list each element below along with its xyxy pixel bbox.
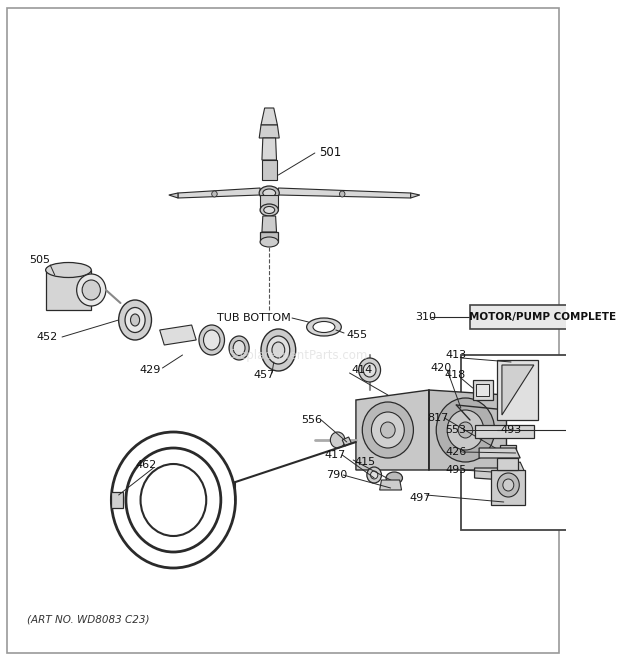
Text: 556: 556 — [301, 415, 322, 425]
Circle shape — [126, 448, 221, 552]
Ellipse shape — [260, 204, 278, 216]
Text: St: St — [228, 348, 241, 362]
Ellipse shape — [130, 314, 140, 326]
Circle shape — [77, 274, 106, 306]
Circle shape — [371, 471, 378, 479]
Circle shape — [363, 363, 376, 377]
Circle shape — [358, 358, 381, 382]
Text: 505: 505 — [29, 255, 50, 265]
Ellipse shape — [125, 307, 145, 332]
Polygon shape — [504, 462, 525, 478]
Polygon shape — [262, 216, 277, 232]
Polygon shape — [160, 325, 196, 345]
Polygon shape — [479, 448, 520, 458]
Polygon shape — [474, 468, 507, 480]
Circle shape — [436, 398, 495, 462]
Polygon shape — [500, 445, 516, 462]
Polygon shape — [474, 425, 534, 438]
Circle shape — [503, 479, 514, 491]
Polygon shape — [379, 480, 402, 490]
Circle shape — [340, 191, 345, 197]
Polygon shape — [502, 365, 534, 415]
Ellipse shape — [118, 300, 151, 340]
Bar — [461, 355, 570, 530]
Bar — [470, 305, 616, 329]
Text: 493: 493 — [500, 425, 521, 435]
Text: 429: 429 — [140, 365, 161, 375]
Circle shape — [497, 473, 520, 497]
Polygon shape — [410, 193, 420, 198]
Ellipse shape — [229, 336, 249, 360]
Text: 495: 495 — [445, 465, 467, 475]
Polygon shape — [178, 188, 260, 198]
Ellipse shape — [386, 472, 402, 484]
Circle shape — [371, 412, 404, 448]
Text: 413: 413 — [445, 350, 466, 360]
Text: 553: 553 — [445, 425, 466, 435]
Polygon shape — [497, 360, 538, 420]
Ellipse shape — [307, 318, 342, 336]
Text: 420: 420 — [431, 363, 452, 373]
Polygon shape — [262, 160, 277, 180]
Text: 497: 497 — [410, 493, 431, 503]
Circle shape — [362, 402, 414, 458]
Circle shape — [367, 467, 381, 483]
Text: 418: 418 — [445, 370, 466, 380]
Text: 415: 415 — [354, 457, 375, 467]
Ellipse shape — [233, 340, 245, 356]
Ellipse shape — [313, 321, 335, 332]
Ellipse shape — [263, 189, 276, 197]
Ellipse shape — [260, 237, 278, 247]
Polygon shape — [169, 193, 178, 198]
Text: 462: 462 — [135, 460, 156, 470]
Text: 310: 310 — [415, 312, 436, 322]
Text: 455: 455 — [347, 330, 368, 340]
Polygon shape — [497, 458, 518, 470]
Circle shape — [458, 422, 472, 438]
Polygon shape — [476, 384, 489, 396]
Circle shape — [141, 464, 206, 536]
Polygon shape — [260, 232, 278, 242]
Text: 417: 417 — [324, 450, 345, 460]
Polygon shape — [261, 108, 277, 125]
Polygon shape — [472, 380, 493, 400]
Text: MOTOR/PUMP COMPLETE: MOTOR/PUMP COMPLETE — [469, 312, 616, 322]
Polygon shape — [112, 492, 123, 508]
Ellipse shape — [46, 262, 91, 278]
Circle shape — [381, 422, 395, 438]
Polygon shape — [491, 470, 525, 505]
Ellipse shape — [203, 330, 220, 350]
Polygon shape — [278, 188, 410, 198]
Ellipse shape — [272, 342, 285, 358]
Ellipse shape — [264, 206, 275, 214]
Circle shape — [82, 280, 100, 300]
Circle shape — [330, 432, 345, 448]
Circle shape — [447, 410, 484, 450]
Polygon shape — [262, 138, 277, 160]
Text: eplacementParts.com: eplacementParts.com — [239, 348, 368, 362]
Polygon shape — [429, 390, 507, 470]
Ellipse shape — [259, 186, 279, 200]
Text: 414: 414 — [352, 365, 373, 375]
Ellipse shape — [261, 329, 296, 371]
Text: TUB BOTTOM: TUB BOTTOM — [217, 313, 291, 323]
Text: 501: 501 — [319, 147, 342, 159]
Text: 426: 426 — [445, 447, 467, 457]
Text: 457: 457 — [254, 370, 275, 380]
Circle shape — [211, 191, 217, 197]
Polygon shape — [260, 195, 278, 210]
Text: (ART NO. WD8083 C23): (ART NO. WD8083 C23) — [27, 615, 150, 625]
Polygon shape — [356, 390, 429, 470]
Polygon shape — [342, 437, 352, 446]
Text: 452: 452 — [37, 332, 58, 342]
Polygon shape — [46, 270, 91, 310]
Ellipse shape — [267, 336, 290, 364]
Polygon shape — [259, 125, 279, 138]
Text: 817: 817 — [427, 413, 448, 423]
Ellipse shape — [199, 325, 224, 355]
Text: 790: 790 — [326, 470, 347, 480]
